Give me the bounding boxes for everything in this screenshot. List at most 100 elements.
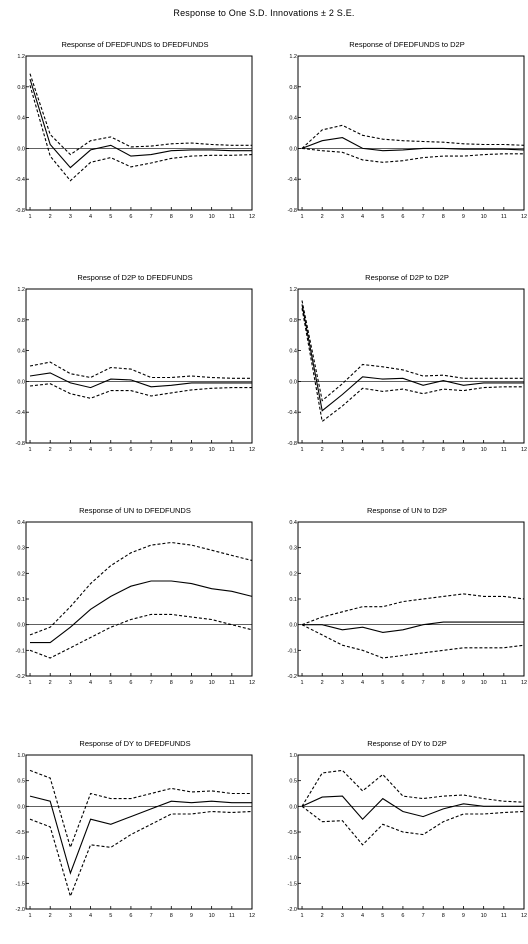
plot-frame [25, 288, 253, 444]
x-tick-label: 11 [229, 913, 235, 919]
y-tick-label: 0.4 [289, 349, 297, 355]
confidence-band-line [301, 769, 525, 807]
y-tick-label: -0.2 [288, 674, 297, 680]
confidence-band-line [29, 383, 252, 399]
x-tick-label: 10 [209, 913, 215, 919]
plot-frame [25, 754, 253, 910]
y-tick-label: 0.0 [17, 804, 25, 810]
x-tick-label: 10 [209, 214, 215, 220]
y-tick-label: 0.0 [17, 146, 25, 152]
confidence-band-line [29, 810, 253, 898]
x-tick-label: 4 [361, 214, 364, 220]
y-tick-label: 0.3 [17, 546, 25, 552]
confidence-band-line [29, 613, 253, 659]
x-tick-label: 12 [249, 214, 255, 220]
y-tick-label: -0.1 [16, 648, 25, 654]
y-tick-label: -1.0 [16, 856, 25, 862]
y-tick-label: 0.0 [289, 379, 297, 385]
x-tick-label: 2 [321, 447, 324, 453]
confidence-band-line [301, 308, 524, 423]
confidence-band-line [301, 593, 525, 626]
x-tick-label: 8 [170, 913, 173, 919]
y-tick-label: -2.0 [16, 907, 25, 913]
x-tick-label: 11 [229, 447, 235, 453]
x-tick-label: 8 [170, 680, 173, 686]
confidence-band-line [29, 85, 253, 182]
x-tick-label: 3 [69, 214, 72, 220]
y-tick-label: -0.1 [288, 648, 297, 654]
x-tick-label: 6 [129, 913, 132, 919]
chart-title: Response of D2P to DFEDFUNDS [77, 273, 193, 282]
x-tick-label: 9 [462, 214, 465, 220]
x-tick-label: 2 [49, 680, 52, 686]
x-tick-label: 1 [29, 680, 32, 686]
x-tick-label: 10 [481, 447, 487, 453]
x-tick-label: 4 [361, 913, 364, 919]
x-tick-label: 9 [190, 447, 193, 453]
x-tick-label: 9 [190, 680, 193, 686]
x-tick-label: 7 [150, 214, 153, 220]
plot-frame [297, 55, 525, 211]
x-tick-label: 11 [229, 680, 235, 686]
y-tick-label: -0.4 [16, 410, 25, 416]
y-tick-label: -0.8 [288, 441, 297, 447]
x-tick-label: 1 [29, 913, 32, 919]
chart-title: Response of DY to D2P [367, 739, 447, 748]
x-tick-label: 6 [129, 447, 132, 453]
x-tick-label: 8 [442, 447, 445, 453]
x-tick-label: 2 [321, 214, 324, 220]
x-tick-label: 5 [109, 680, 112, 686]
y-tick-label: 0.4 [17, 349, 25, 355]
x-tick-label: 7 [150, 680, 153, 686]
chart-plot-area: -0.8-0.40.00.40.81.21 2 3 4 5 6 7 8 9 10 11 12 [16, 287, 256, 453]
chart-panel-7: Response of DY to DFEDFUNDS -2.0 -1.5 -1.0 -… [14, 739, 256, 925]
x-tick-label: 5 [381, 214, 384, 220]
x-tick-label: 5 [381, 913, 384, 919]
y-tick-label: -0.5 [288, 830, 297, 836]
y-tick-label: 0.8 [289, 85, 297, 91]
y-tick-label: 0.4 [289, 520, 297, 526]
chart-title: Response of DFEDFUNDS to DFEDFUNDS [61, 40, 209, 49]
x-tick-label: 9 [462, 447, 465, 453]
x-tick-label: 7 [422, 680, 425, 686]
impulse-response-line [301, 304, 524, 412]
x-tick-label: 6 [401, 214, 404, 220]
y-tick-label: 0.0 [289, 623, 297, 629]
x-tick-label: 3 [341, 680, 344, 686]
x-tick-label: 3 [69, 680, 72, 686]
x-tick-label: 5 [109, 214, 112, 220]
y-tick-label: 0.1 [17, 597, 25, 603]
x-tick-label: 10 [209, 680, 215, 686]
x-tick-label: 4 [89, 214, 92, 220]
y-tick-label: 0.2 [17, 571, 25, 577]
y-tick-label: 1.2 [289, 287, 297, 293]
confidence-band-line [29, 541, 253, 636]
x-tick-label: 3 [69, 913, 72, 919]
x-tick-label: 9 [190, 913, 193, 919]
x-tick-label: 8 [442, 214, 445, 220]
confidence-band-line [29, 73, 252, 156]
impulse-response-line [29, 78, 252, 169]
x-tick-label: 11 [501, 447, 507, 453]
x-tick-label: 12 [521, 214, 527, 220]
y-tick-label: -0.4 [16, 177, 25, 183]
y-tick-label: 0.0 [289, 146, 297, 152]
y-tick-label: 0.0 [289, 804, 297, 810]
plot-frame [297, 521, 525, 677]
confidence-band-line [301, 147, 524, 163]
y-tick-label: 0.8 [289, 318, 297, 324]
x-tick-label: 4 [89, 913, 92, 919]
chart-title: Response of UN to D2P [366, 506, 448, 515]
y-tick-label: 0.0 [17, 379, 25, 385]
chart-title: Response of D2P to D2P [365, 273, 449, 282]
y-tick-label: -2.0 [288, 907, 297, 913]
x-tick-label: 6 [401, 447, 404, 453]
y-tick-label: -1.5 [16, 881, 25, 887]
x-tick-label: 2 [49, 447, 52, 453]
x-tick-label: 3 [69, 447, 72, 453]
x-tick-label: 8 [170, 214, 173, 220]
x-tick-label: 11 [501, 214, 507, 220]
x-tick-label: 11 [229, 214, 235, 220]
x-tick-label: 5 [109, 447, 112, 453]
chart-title: Response of DFEDFUNDS to D2P [349, 40, 465, 49]
